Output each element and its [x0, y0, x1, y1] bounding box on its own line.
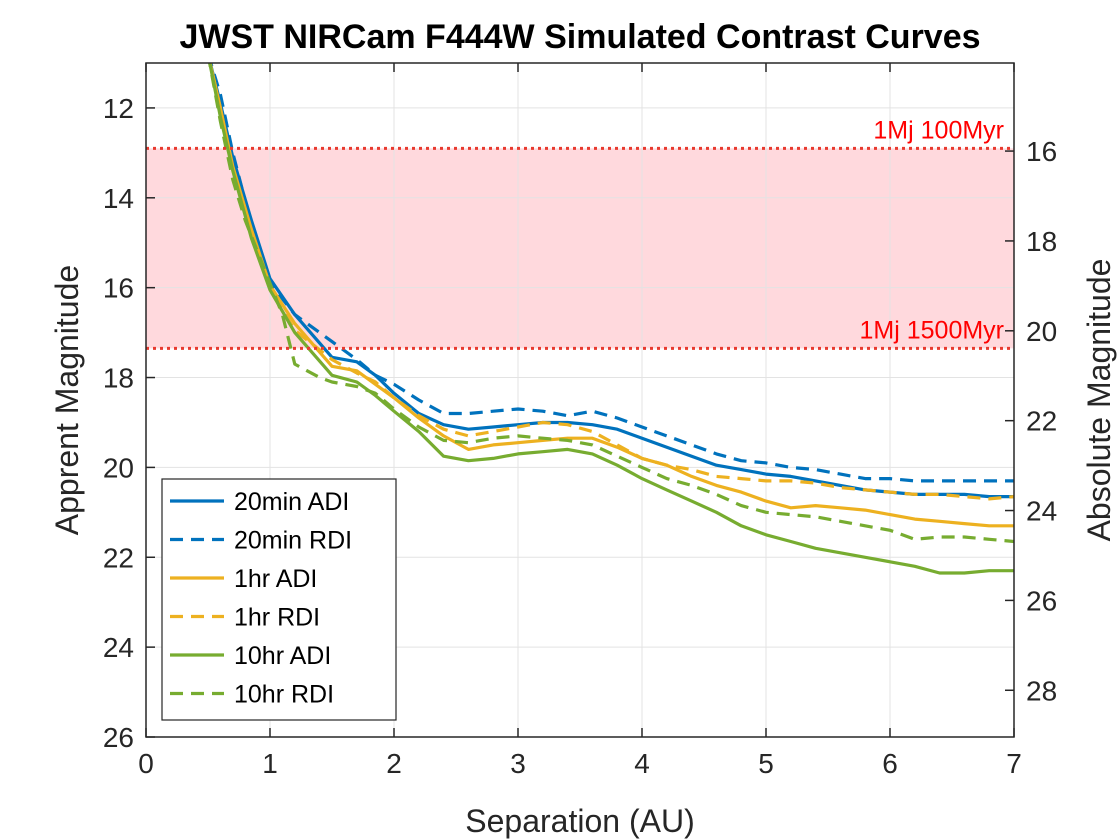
y2-tick-label: 16: [1026, 136, 1057, 167]
plot-axes-box: [145, 62, 1015, 738]
series-line-10hr-adi: [208, 63, 1014, 575]
series-line-1hr-rdi: [208, 63, 1014, 501]
y-tick-label: 22: [103, 542, 134, 573]
y-tick-label: 26: [103, 722, 134, 753]
y-tick-label: 24: [103, 632, 134, 663]
legend: 20min ADI 20min RDI 1hr ADI 1hr RDI 10hr ADI…: [161, 478, 397, 721]
y-tick-label: 16: [103, 273, 134, 304]
y2-axis-label: Absolute Magnitude: [1081, 259, 1117, 542]
x-tick-label: 2: [386, 748, 402, 779]
legend-label: 10hr RDI: [234, 681, 334, 709]
y-tick-label: 20: [103, 452, 134, 483]
y2-tick-label: 24: [1026, 496, 1057, 527]
y2-tick-label: 22: [1026, 406, 1057, 437]
y-tick-label: 14: [103, 183, 134, 214]
x-tick-label: 4: [634, 748, 650, 779]
x-tick-label: 3: [510, 748, 526, 779]
chart-title: JWST NIRCam F444W Simulated Contrast Cur…: [179, 18, 980, 56]
x-tick-label: 7: [1006, 748, 1022, 779]
y2-tick-label: 18: [1026, 226, 1057, 257]
legend-box: [161, 478, 397, 721]
reference-line-label: 1Mj 1500Myr: [860, 316, 1005, 344]
legend-label: 1hr RDI: [234, 604, 320, 632]
x-axis-label: Separation (AU): [465, 803, 694, 839]
x-tick-label: 1: [262, 748, 278, 779]
y2-tick-label: 20: [1026, 316, 1057, 347]
y2-tick-label: 26: [1026, 585, 1057, 616]
reference-line-label: 1Mj 100Myr: [873, 116, 1004, 144]
series-line-10hr-rdi: [208, 63, 1014, 544]
x-tick-label: 0: [138, 748, 154, 779]
x-tick-label: 6: [882, 748, 898, 779]
y-tick-label: 12: [103, 93, 134, 124]
x-tick-label: 5: [758, 748, 774, 779]
legend-label: 20min ADI: [234, 488, 349, 516]
legend-label: 10hr ADI: [234, 642, 331, 670]
legend-label: 20min RDI: [234, 527, 352, 555]
y-tick-label: 18: [103, 363, 134, 394]
series-line-1hr-adi: [208, 63, 1014, 528]
y-axis-label: Apprent Magnitude: [49, 265, 85, 535]
y2-tick-label: 28: [1026, 675, 1057, 706]
legend-label: 1hr ADI: [234, 565, 317, 593]
